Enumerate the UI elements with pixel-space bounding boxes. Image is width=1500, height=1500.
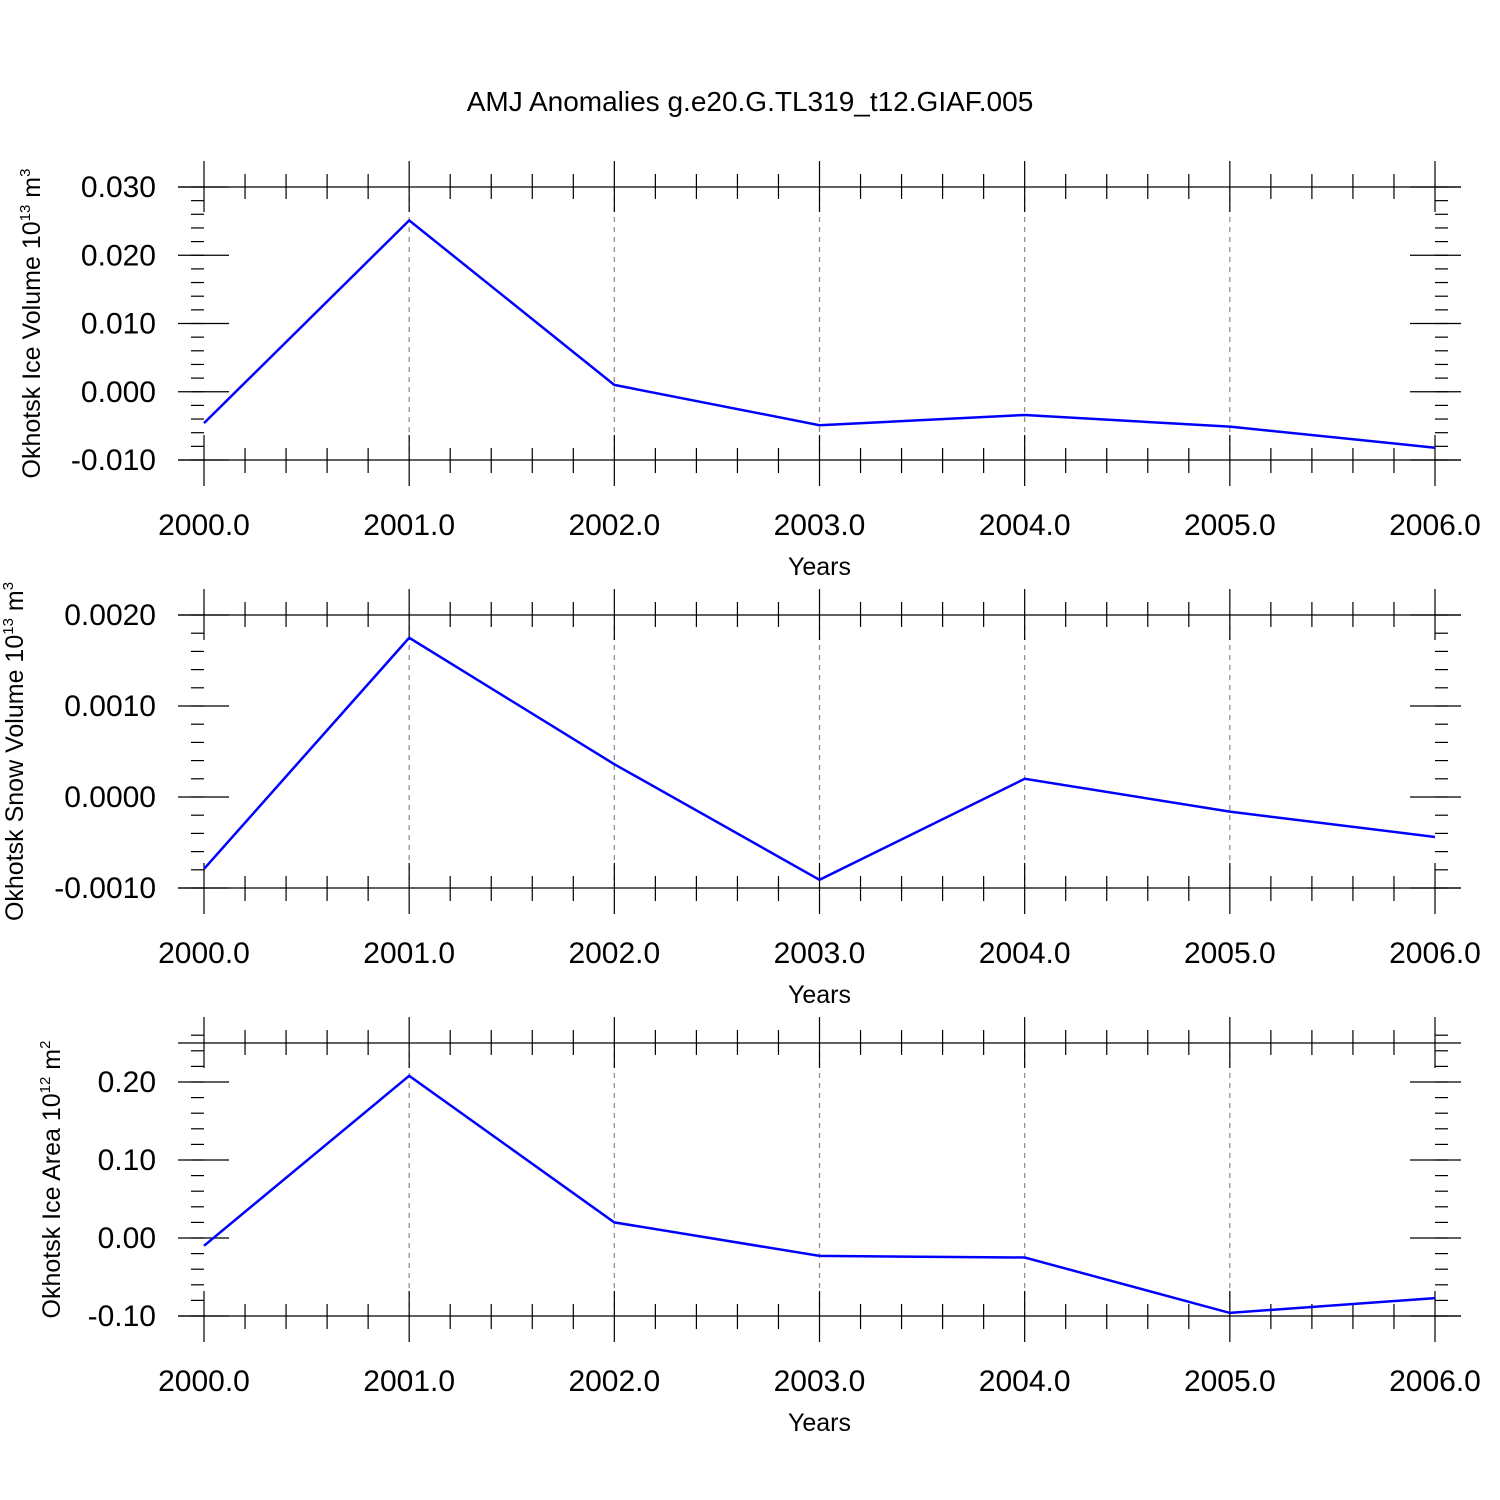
x-tick-label: 2006.0 bbox=[1389, 1365, 1481, 1398]
y-tick-label: 0.020 bbox=[81, 239, 156, 272]
figure-title: AMJ Anomalies g.e20.G.TL319_t12.GIAF.005 bbox=[467, 86, 1034, 117]
y-axis-label: Okhotsk Snow Volume 1013 m3 bbox=[0, 582, 29, 921]
y-tick-label: 0.00 bbox=[98, 1222, 156, 1255]
x-tick-label: 2006.0 bbox=[1389, 937, 1481, 970]
y-tick-label: 0.0020 bbox=[64, 599, 156, 632]
y-tick-label: 0.0000 bbox=[64, 781, 156, 814]
y-axis-label: Okhotsk Ice Volume 1013 m3 bbox=[17, 169, 46, 479]
x-tick-label: 2000.0 bbox=[158, 509, 250, 542]
x-tick-label: 2005.0 bbox=[1184, 1365, 1276, 1398]
y-tick-label: -0.10 bbox=[88, 1300, 156, 1333]
y-axis-label: Okhotsk Ice Area 1012 m2 bbox=[37, 1041, 66, 1319]
x-axis-label: Years bbox=[788, 1409, 851, 1437]
x-tick-label: 2001.0 bbox=[363, 1365, 455, 1398]
x-tick-label: 2002.0 bbox=[568, 937, 660, 970]
y-tick-label: -0.0010 bbox=[54, 872, 156, 905]
y-tick-label: -0.010 bbox=[71, 444, 156, 477]
x-tick-label: 2000.0 bbox=[158, 937, 250, 970]
x-tick-label: 2005.0 bbox=[1184, 937, 1276, 970]
y-tick-label: 0.000 bbox=[81, 376, 156, 409]
x-tick-label: 2004.0 bbox=[979, 1365, 1071, 1398]
series-line bbox=[203, 636, 1436, 882]
x-tick-label: 2004.0 bbox=[979, 937, 1071, 970]
x-tick-label: 2001.0 bbox=[363, 937, 455, 970]
x-tick-label: 2003.0 bbox=[774, 509, 866, 542]
x-tick-label: 2003.0 bbox=[774, 1365, 866, 1398]
x-tick-label: 2001.0 bbox=[363, 509, 455, 542]
x-tick-label: 2002.0 bbox=[568, 509, 660, 542]
y-tick-label: 0.0010 bbox=[64, 690, 156, 723]
x-axis-label: Years bbox=[788, 981, 851, 1009]
y-tick-label: 0.10 bbox=[98, 1144, 156, 1177]
x-tick-label: 2005.0 bbox=[1184, 509, 1276, 542]
x-tick-label: 2003.0 bbox=[774, 937, 866, 970]
y-tick-label: 0.20 bbox=[98, 1066, 156, 1099]
y-tick-label: 0.030 bbox=[81, 171, 156, 204]
x-tick-label: 2004.0 bbox=[979, 509, 1071, 542]
x-axis-label: Years bbox=[788, 553, 851, 581]
series-line bbox=[203, 218, 1436, 449]
x-tick-label: 2002.0 bbox=[568, 1365, 660, 1398]
x-tick-label: 2006.0 bbox=[1389, 509, 1481, 542]
y-tick-label: 0.010 bbox=[81, 308, 156, 341]
series-line bbox=[203, 1074, 1436, 1315]
x-tick-label: 2000.0 bbox=[158, 1365, 250, 1398]
